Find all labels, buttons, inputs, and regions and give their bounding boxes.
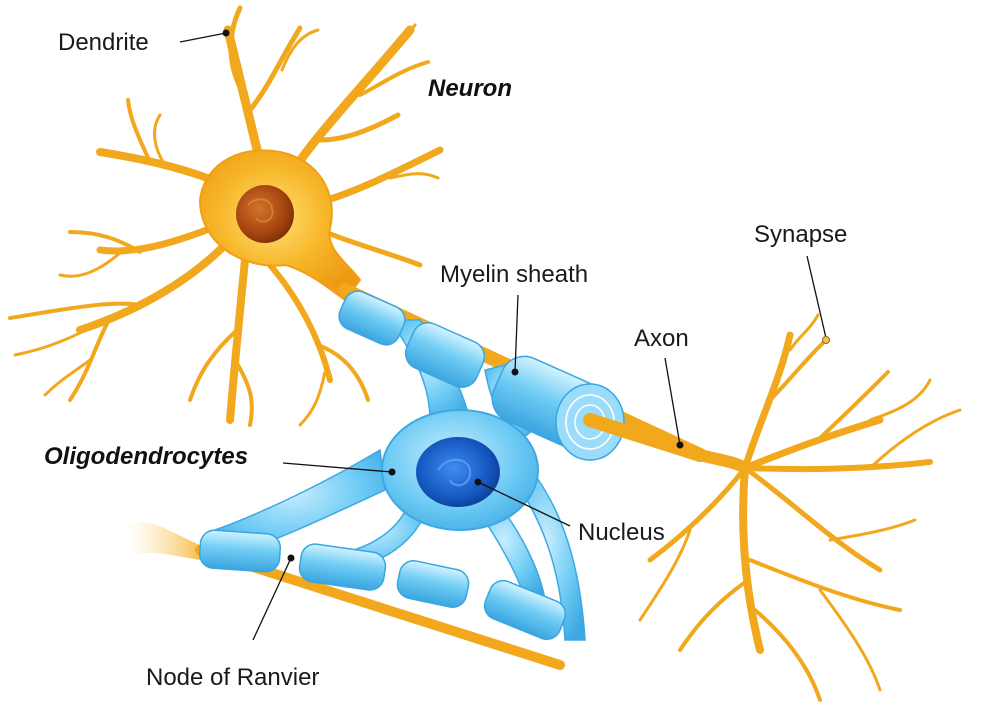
lower-myelin-segments — [198, 529, 567, 641]
oligodendrocytes-title: Oligodendrocytes — [44, 443, 248, 470]
label-node-of-ranvier: Node of Ranvier — [146, 554, 319, 691]
myelin-sheath-label: Myelin sheath — [440, 261, 588, 288]
oligodendrocyte-nucleus — [416, 437, 500, 507]
neuron-nucleus — [236, 185, 294, 243]
axon-label: Axon — [634, 325, 689, 352]
neuron-title: Neuron — [428, 75, 512, 102]
label-dendrite: Dendrite — [58, 29, 230, 56]
synapse-label: Synapse — [754, 221, 847, 248]
label-myelin-sheath: Myelin sheath — [440, 261, 588, 376]
label-oligodendrocytes: Oligodendrocytes — [44, 443, 396, 476]
label-synapse: Synapse — [754, 221, 847, 344]
axon-terminal-branches — [638, 313, 962, 702]
faded-axon — [125, 522, 200, 560]
node-of-ranvier-label: Node of Ranvier — [146, 664, 319, 691]
label-axon: Axon — [634, 325, 689, 449]
label-nucleus: Nucleus — [474, 478, 665, 546]
nucleus-label: Nucleus — [578, 519, 665, 546]
dendrite-label: Dendrite — [58, 29, 149, 56]
